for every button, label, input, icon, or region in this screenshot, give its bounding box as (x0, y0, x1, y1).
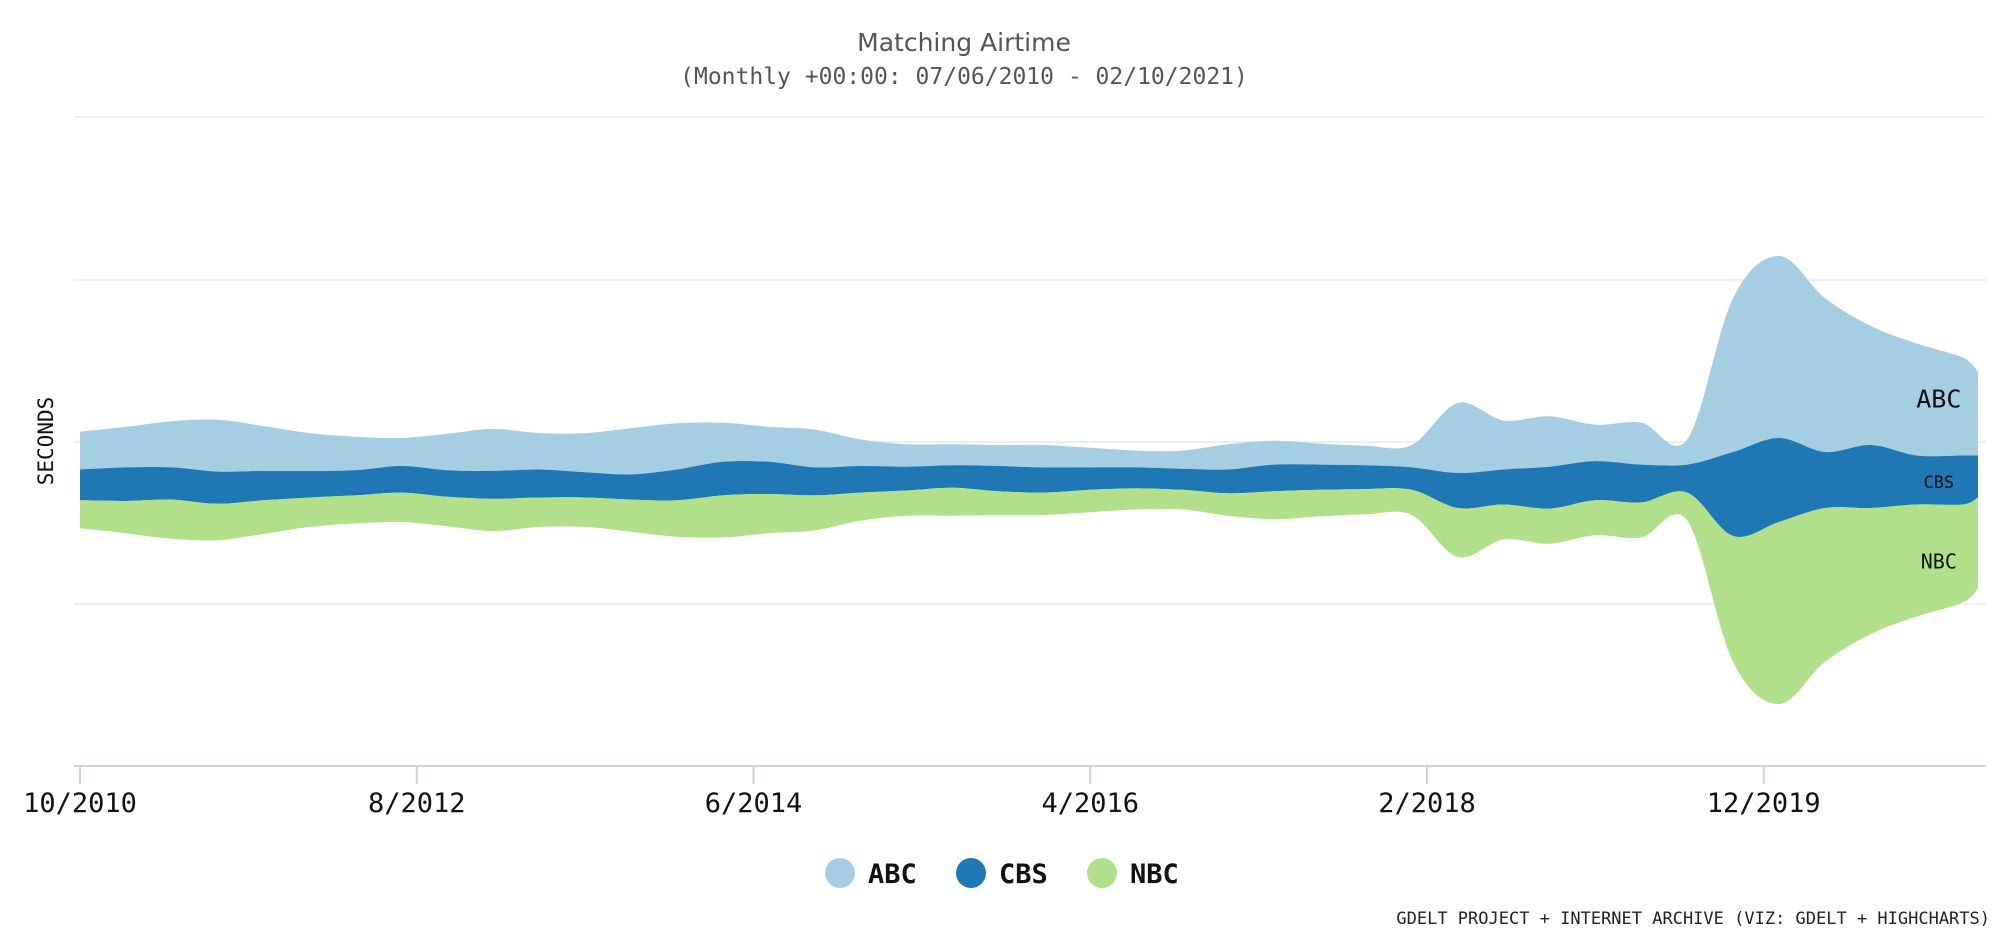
x-tick-label: 6/2014 (705, 788, 803, 819)
area-abc (80, 256, 1978, 475)
area-nbc (80, 487, 1978, 704)
legend-item-cbs[interactable]: CBS (956, 858, 1048, 890)
legend: ABC CBS NBC (825, 858, 1179, 890)
x-tick-label: 10/2010 (23, 788, 137, 819)
area-label-abc: ABC (1916, 385, 1961, 414)
area-cbs (80, 438, 1978, 538)
area-labels: ABC CBS NBC (1916, 385, 1961, 574)
chart-subtitle: (Monthly +00:00: 07/06/2010 - 02/10/2021… (680, 64, 1248, 90)
legend-swatch (825, 858, 855, 888)
stream-areas (80, 256, 1978, 704)
credits: GDELT PROJECT + INTERNET ARCHIVE (VIZ: G… (1396, 909, 1990, 929)
legend-swatch (1087, 858, 1117, 888)
x-axis: 10/2010 8/2012 6/2014 4/2016 2/2018 12/2019 (23, 766, 1821, 819)
x-tick-label: 4/2016 (1041, 788, 1139, 819)
legend-label: CBS (999, 859, 1048, 890)
area-label-nbc: NBC (1921, 550, 1957, 574)
x-tick-label: 12/2019 (1707, 788, 1821, 819)
legend-swatch (956, 858, 986, 888)
chart-title: Matching Airtime (857, 28, 1071, 57)
y-axis-title: SECONDS (34, 397, 58, 486)
legend-label: ABC (868, 859, 917, 890)
legend-item-nbc[interactable]: NBC (1087, 858, 1179, 890)
legend-label: NBC (1130, 859, 1179, 890)
area-label-cbs: CBS (1923, 473, 1954, 493)
x-tick-label: 8/2012 (368, 788, 466, 819)
x-tick-label: 2/2018 (1378, 788, 1476, 819)
legend-item-abc[interactable]: ABC (825, 858, 917, 890)
